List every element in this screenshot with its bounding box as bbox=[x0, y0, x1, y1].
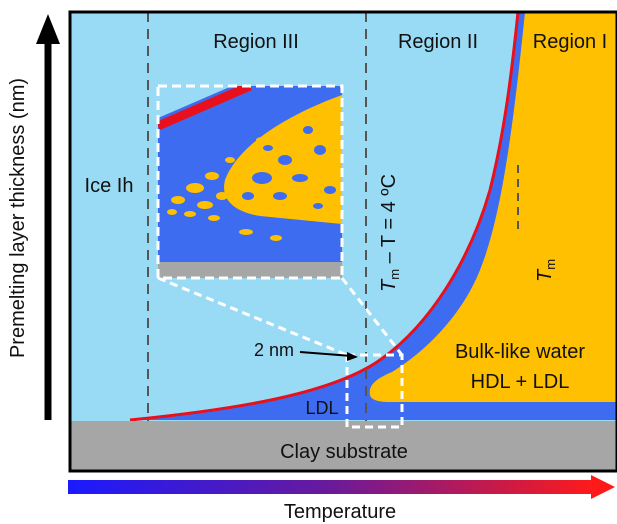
two-nm-pointer bbox=[299, 351, 353, 357]
x-axis-label: Temperature bbox=[284, 501, 396, 523]
region-3-label: Region III bbox=[213, 31, 299, 53]
clay-substrate bbox=[70, 421, 617, 471]
y-axis-label: Premelting layer thickness (nm) bbox=[7, 78, 29, 358]
tm-label: Tm bbox=[534, 259, 558, 282]
plot-frame bbox=[68, 10, 617, 473]
magnified-region-box bbox=[345, 353, 404, 429]
bulk-water-region bbox=[369, 12, 617, 402]
inset-magnification bbox=[156, 84, 344, 280]
substrate-label: Clay substrate bbox=[280, 441, 408, 463]
x-axis-arrowhead bbox=[591, 475, 615, 499]
two-nm-label: 2 nm bbox=[254, 340, 294, 360]
ice-liquid-interface bbox=[129, 12, 520, 422]
x-axis-gradient-bar bbox=[68, 480, 595, 494]
ldl-label: LDL bbox=[305, 398, 338, 418]
ice-label: Ice Ih bbox=[85, 175, 134, 197]
bulk-water-label-line1: Bulk-like water bbox=[455, 341, 585, 363]
region-1-label: Region I bbox=[533, 31, 608, 53]
inset-connector-top bbox=[340, 277, 404, 356]
inset-connector-bottom bbox=[157, 276, 348, 357]
tm-minus-t-label: Tm – T = 4 ºC bbox=[378, 174, 402, 292]
region-2-label: Region II bbox=[398, 31, 478, 53]
y-axis-arrowhead bbox=[36, 14, 60, 44]
bulk-water-label-line2: HDL + LDL bbox=[471, 371, 570, 393]
two-nm-arrowhead bbox=[347, 352, 358, 361]
